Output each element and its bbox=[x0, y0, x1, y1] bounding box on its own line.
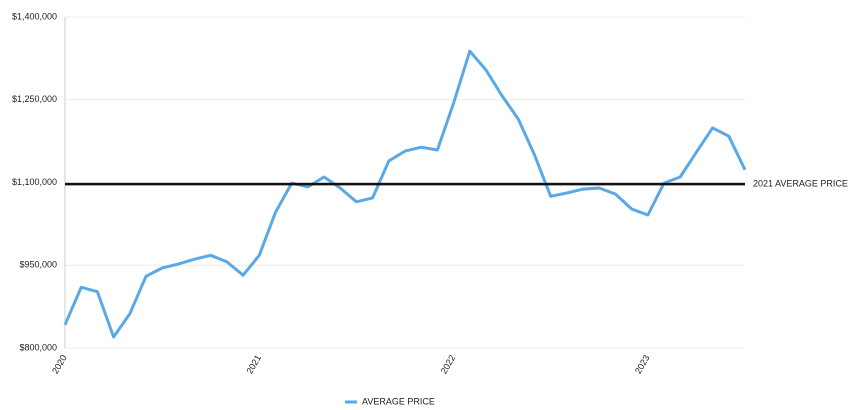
legend-label: AVERAGE PRICE bbox=[362, 396, 435, 406]
x-tick-label: 2023 bbox=[633, 353, 652, 375]
y-tick-label: $950,000 bbox=[19, 260, 57, 270]
y-tick-label: $1,250,000 bbox=[12, 94, 57, 104]
reference-label: 2021 AVERAGE PRICE bbox=[753, 179, 848, 189]
x-tick-label: 2020 bbox=[50, 353, 69, 375]
data-line bbox=[63, 49, 747, 339]
y-tick-label: $1,100,000 bbox=[12, 177, 57, 187]
y-tick-label: $1,400,000 bbox=[12, 11, 57, 21]
x-tick-label: 2022 bbox=[439, 353, 458, 375]
y-tick-label: $800,000 bbox=[19, 342, 57, 352]
x-tick-label: 2021 bbox=[244, 353, 263, 375]
